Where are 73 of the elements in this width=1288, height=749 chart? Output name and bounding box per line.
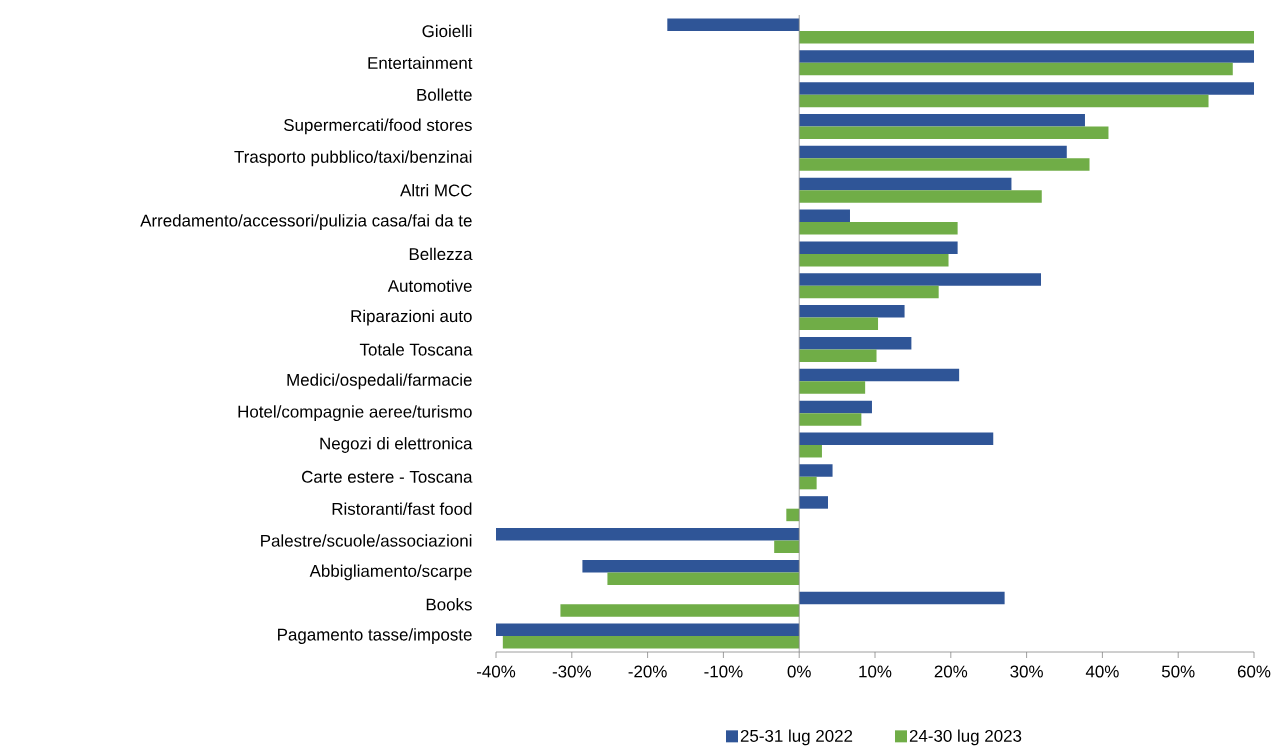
bar — [799, 413, 862, 426]
bar — [799, 305, 905, 318]
bar — [786, 508, 800, 522]
x-tick-label: 30% — [1010, 665, 1043, 678]
bar — [496, 623, 800, 637]
x-tick-label: -40% — [476, 665, 516, 678]
x-tick-label: 20% — [934, 665, 968, 678]
bar — [799, 476, 817, 490]
y-tick-label: Bellezza — [409, 247, 473, 261]
y-tick-label: Negozi di elettronica — [320, 437, 473, 453]
bar — [799, 591, 1005, 605]
x-tick-label: 40% — [1085, 665, 1119, 678]
y-tick-label: Abbigliamento/scarpe — [309, 564, 472, 581]
y-tick-label: Pagamento tasse/imposte — [278, 628, 472, 644]
bar — [799, 349, 877, 362]
legend-label: 25-31 lug 2022 — [740, 729, 853, 746]
bar — [799, 400, 872, 414]
x-tick-label: 60% — [1237, 665, 1271, 678]
bar — [560, 604, 800, 617]
bar — [799, 336, 912, 350]
bar — [799, 381, 866, 394]
bar — [799, 444, 822, 458]
bar — [667, 18, 800, 31]
bar — [799, 368, 960, 382]
y-tick-label: Gioielli — [422, 24, 472, 38]
y-tick-label: Palestre/scuole/associazioni — [261, 534, 472, 547]
bar — [799, 464, 833, 477]
y-tick-label: Medici/ospedali/farmacie — [287, 373, 472, 390]
y-tick-label: Totale Toscana — [359, 343, 473, 356]
y-tick-label: Supermercati/food stores — [284, 118, 472, 135]
y-tick-label: Bollette — [417, 88, 472, 101]
bar — [799, 82, 1254, 95]
bar — [799, 145, 1067, 159]
y-tick-label: Riparazioni auto — [351, 309, 472, 326]
y-tick-label: Arredamento/accessori/pulizia casa/fai da te — [140, 214, 472, 230]
x-tick-label: -30% — [552, 665, 591, 678]
y-tick-label: Carte estere - Toscana — [302, 470, 473, 483]
bar — [799, 94, 1209, 108]
bar — [799, 432, 994, 445]
y-tick-label: Automotive — [387, 279, 472, 292]
x-tick-label: 0% — [787, 665, 811, 678]
bar — [799, 209, 850, 223]
bar — [799, 273, 1041, 286]
y-tick-label: Entertainment — [368, 56, 473, 69]
bar — [799, 317, 879, 331]
bar — [799, 126, 1109, 139]
x-tick-label: -20% — [628, 665, 667, 678]
bar — [799, 190, 1042, 203]
bar — [799, 62, 1233, 76]
bar — [799, 222, 958, 235]
y-tick-label: Trasporto pubblico/taxi/benzinai — [234, 150, 472, 167]
bar — [496, 528, 800, 541]
x-tick-label: -10% — [704, 665, 743, 678]
x-tick-label: 50% — [1161, 665, 1195, 678]
bar — [799, 241, 958, 254]
legend-label: 24-30 lug 2023 — [909, 729, 1022, 746]
x-tick-label: 10% — [859, 665, 892, 678]
bar — [607, 572, 800, 585]
bar — [799, 496, 829, 509]
bar — [582, 559, 800, 573]
bar — [799, 30, 1254, 44]
bar — [774, 540, 800, 554]
y-tick-label: Ristoranti/fast food — [332, 502, 472, 515]
bar — [799, 253, 949, 267]
bar — [502, 636, 800, 649]
bar — [799, 285, 939, 299]
bar — [799, 50, 1254, 63]
bar — [799, 113, 1085, 127]
y-tick-label: Books — [426, 598, 472, 611]
y-tick-label: Hotel/compagnie aeree/turismo — [238, 405, 472, 422]
bar — [799, 158, 1090, 171]
bar — [799, 177, 1012, 191]
y-tick-label: Altri MCC — [400, 183, 472, 197]
